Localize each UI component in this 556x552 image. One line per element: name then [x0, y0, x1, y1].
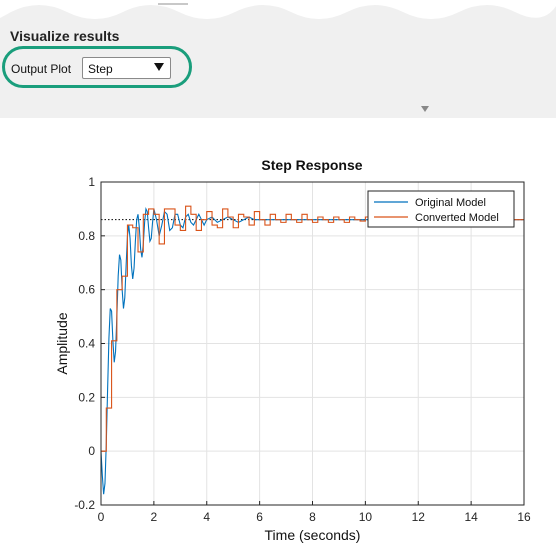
- triangle-down-icon: [154, 63, 164, 71]
- legend-box: [367, 190, 515, 228]
- axis-ticks: 0 2 4 6 8 10 12 14 16-0.200.20.40.60.81: [74, 175, 531, 524]
- x-tick-label: 8: [309, 510, 316, 524]
- x-tick-label: 14: [464, 510, 478, 524]
- x-tick-label: 10: [359, 510, 373, 524]
- y-tick-label: 0.6: [78, 283, 95, 297]
- step-response-plot: Step Response 0 2 4 6 8 10 12 14 16-0.200.20.40.…: [0, 118, 556, 552]
- y-tick-label: 0.8: [78, 229, 95, 243]
- legend: Original Model Converted Model: [367, 190, 515, 228]
- y-tick-label: 0.4: [78, 337, 95, 351]
- section-title: Visualize results: [10, 28, 120, 44]
- y-tick-label: 1: [88, 175, 95, 189]
- output-plot-dropdown[interactable]: Step: [82, 57, 171, 79]
- plot-background: [0, 118, 556, 552]
- legend-label-original-model: Original Model: [415, 197, 486, 209]
- y-tick-label: 0: [88, 444, 95, 458]
- y-tick-label: -0.2: [74, 498, 95, 512]
- x-tick-label: 12: [412, 510, 426, 524]
- x-tick-label: 2: [151, 510, 158, 524]
- x-tick-label: 4: [203, 510, 210, 524]
- output-plot-label: Output Plot: [11, 62, 72, 76]
- x-axis-label: Time (seconds): [265, 527, 361, 543]
- highlight-ring: [2, 46, 192, 88]
- x-tick-label: 0: [98, 510, 105, 524]
- legend-label-converted-model: Converted Model: [415, 212, 499, 224]
- x-tick-label: 6: [256, 510, 263, 524]
- y-axis-label: Amplitude: [54, 312, 70, 374]
- y-tick-label: 0.2: [78, 390, 95, 404]
- torn-edge-decoration: [0, 0, 556, 19]
- axes-box: [100, 181, 525, 506]
- visualize-results-panel: Visualize results Output Plot Step: [0, 0, 556, 119]
- output-plot-value: Step: [88, 62, 113, 76]
- collapse-caret-icon[interactable]: [421, 106, 429, 112]
- x-tick-label: 16: [517, 510, 531, 524]
- chart-title: Step Response: [261, 157, 362, 173]
